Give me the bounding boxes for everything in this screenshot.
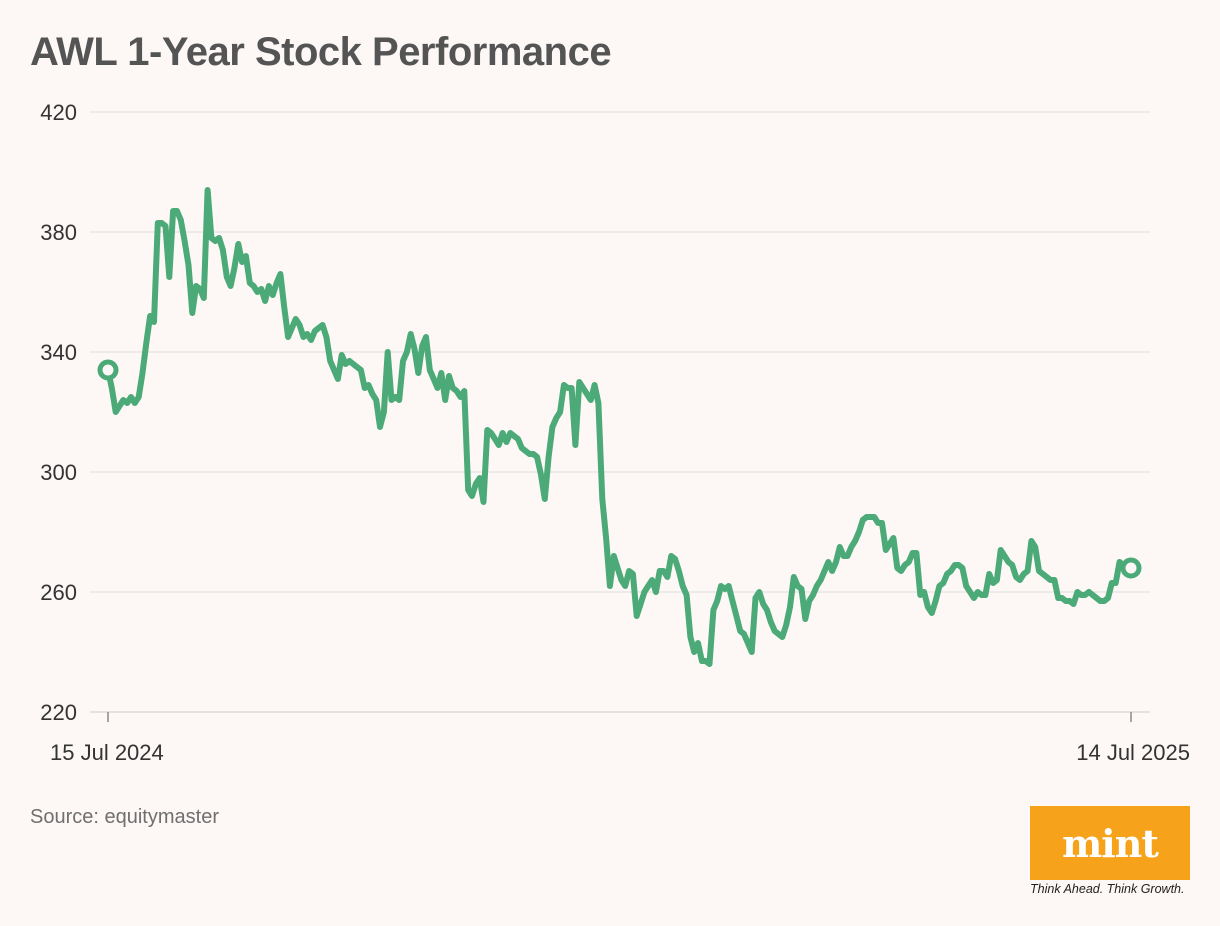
y-tick-label: 260	[40, 580, 77, 605]
logo-text: mint	[1062, 820, 1159, 866]
end-point-marker	[1120, 557, 1142, 579]
source-note: Source: equitymaster	[30, 806, 219, 828]
x-tick-label: 14 Jul 2025	[1076, 740, 1190, 765]
mint-logo: mint	[1030, 806, 1190, 880]
x-axis: 15 Jul 2024 14 Jul 2025	[50, 712, 1190, 765]
series-group	[97, 187, 1142, 667]
y-axis: 220 260 300 340 380 420	[40, 100, 77, 725]
y-tick-label: 340	[40, 340, 77, 365]
chart-title: AWL 1-Year Stock Performance	[30, 30, 612, 74]
logo-tagline: Think Ahead. Think Growth.	[1030, 882, 1185, 896]
y-tick-label: 420	[40, 100, 77, 125]
series-line	[105, 187, 1134, 667]
gridlines	[90, 111, 1150, 713]
y-tick-label: 300	[40, 460, 77, 485]
y-tick-label: 220	[40, 700, 77, 725]
x-tick-label: 15 Jul 2024	[50, 740, 164, 765]
start-point-marker	[97, 359, 119, 381]
y-tick-label: 380	[40, 220, 77, 245]
